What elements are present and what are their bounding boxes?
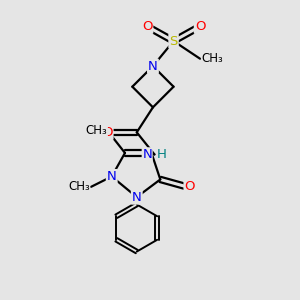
Text: O: O (102, 126, 112, 139)
Text: O: O (184, 180, 195, 193)
Text: O: O (195, 20, 205, 33)
Text: N: N (107, 170, 117, 183)
Text: CH₃: CH₃ (202, 52, 223, 65)
Text: N: N (132, 190, 142, 204)
Text: CH₃: CH₃ (68, 180, 90, 193)
Text: N: N (148, 60, 158, 73)
Text: H: H (157, 148, 166, 161)
Text: O: O (142, 20, 152, 33)
Text: N: N (142, 148, 152, 161)
Text: CH₃: CH₃ (85, 124, 107, 137)
Text: S: S (169, 34, 178, 48)
